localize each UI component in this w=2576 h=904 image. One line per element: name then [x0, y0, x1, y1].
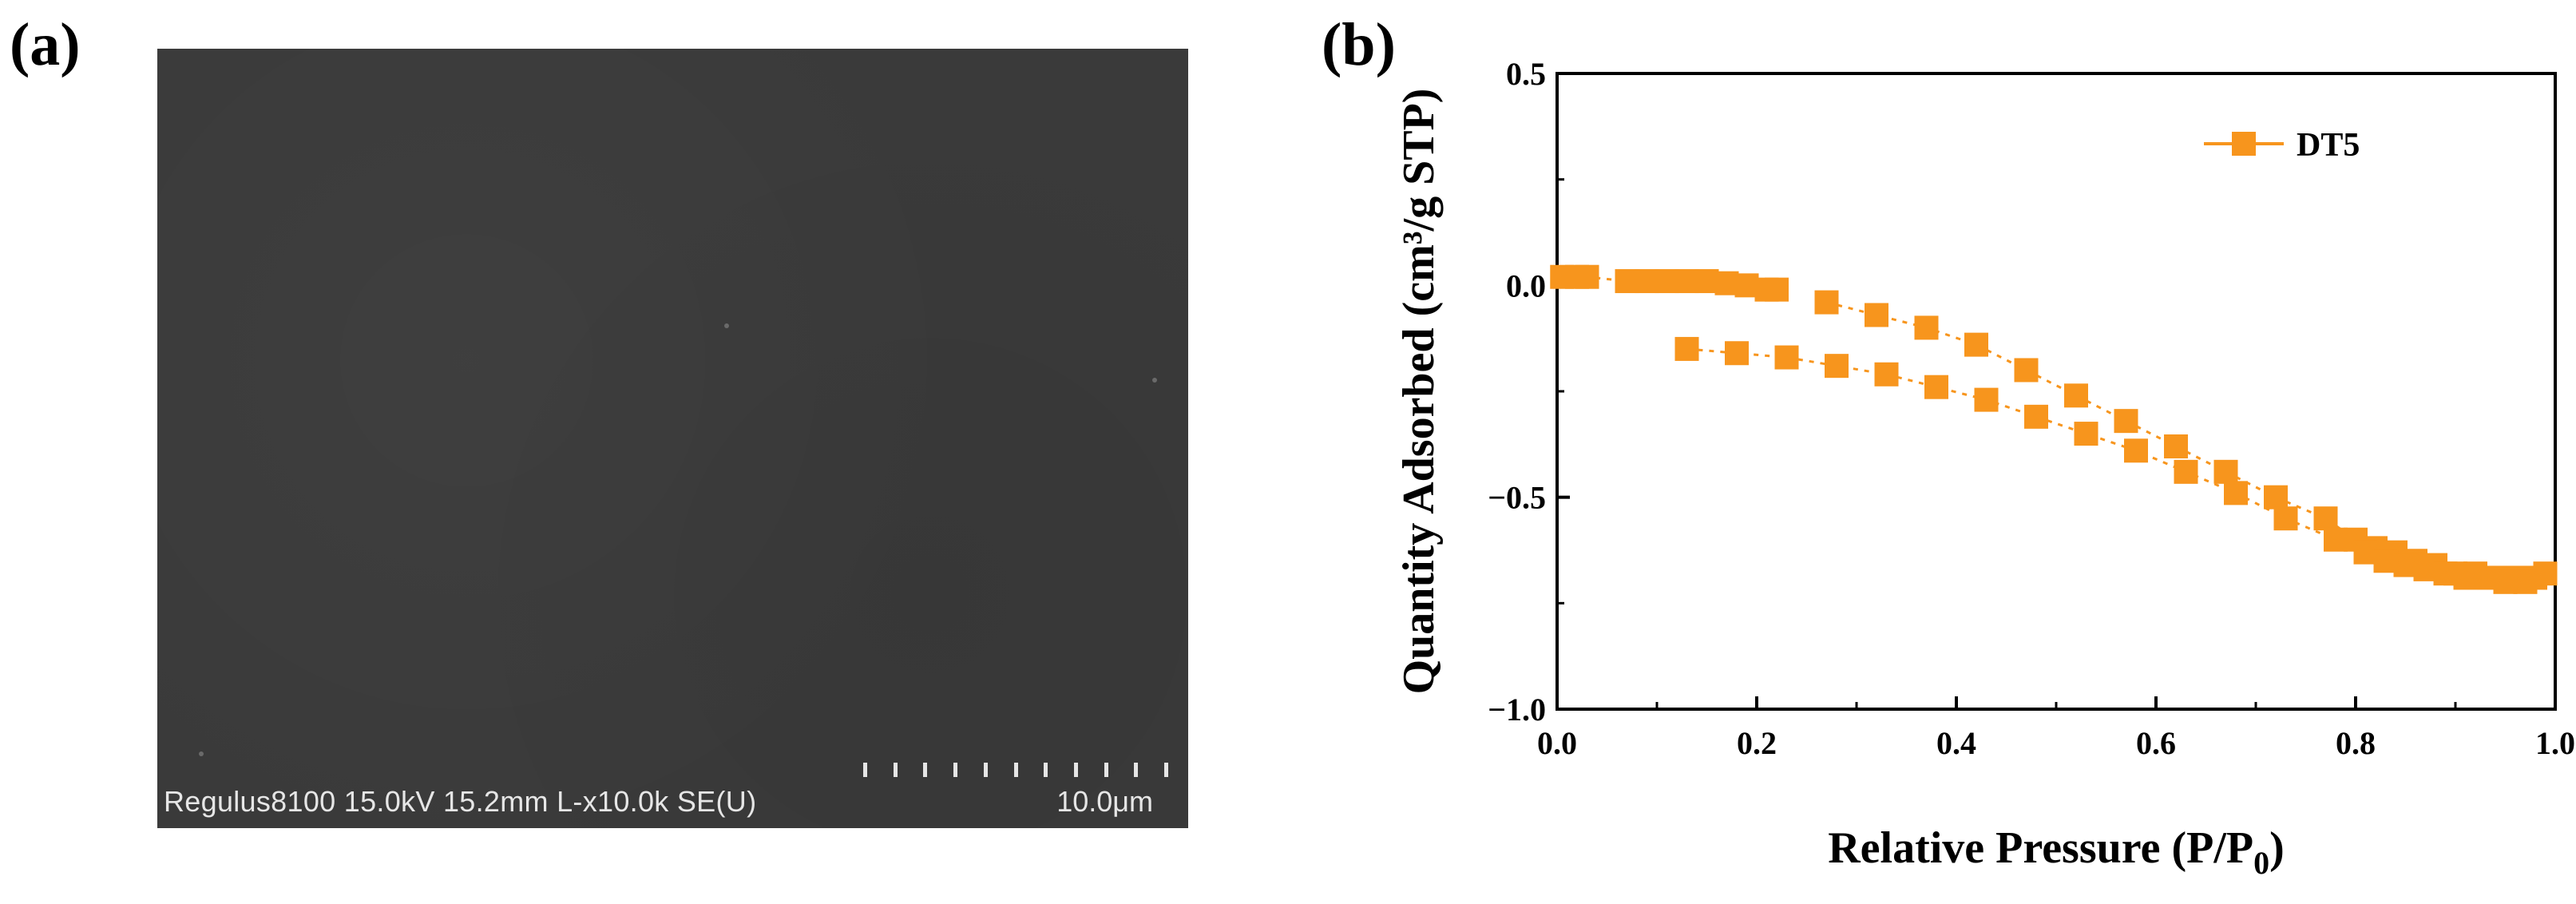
data-point [2064, 383, 2088, 408]
x-tick-label: 0.4 [1936, 725, 1976, 761]
isotherm-chart: 0.0 0.2 0.4 0.6 0.8 1.0 −1.0 −0.5 0.0 0.5 DT5 Rel… [1394, 56, 2575, 881]
data-point [1674, 336, 1699, 361]
panel-b-label: (b) [1322, 11, 1396, 78]
x-tick-label: 0.8 [2336, 725, 2376, 761]
chart-ticks: 0.0 0.2 0.4 0.6 0.8 1.0 −1.0 −0.5 0.0 0.5 [1488, 56, 2575, 761]
y-tick-label: 0.0 [1506, 268, 1546, 303]
plot-frame [1556, 72, 2557, 711]
y-tick-label: −0.5 [1488, 480, 1546, 516]
sem-micrograph: Regulus8100 15.0kV 15.2mm L-x10.0k SE(U)… [157, 49, 1188, 828]
data-point [2124, 438, 2148, 463]
data-point [2513, 569, 2538, 594]
y-tick-label: −1.0 [1488, 692, 1546, 728]
scale-bar-tick [863, 763, 867, 777]
data-point [2164, 434, 2188, 458]
x-tick-label: 0.2 [1737, 725, 1777, 761]
legend-label: DT5 [2297, 127, 2360, 164]
data-point [1924, 375, 1948, 399]
data-point [1964, 332, 1988, 357]
sem-metadata: Regulus8100 15.0kV 15.2mm L-x10.0k SE(U) [164, 785, 757, 818]
y-axis-title: Quantity Adsorbed (cm³/g STP) [1394, 89, 1444, 695]
chart-points [1550, 264, 2558, 594]
data-point [2273, 506, 2298, 531]
data-point [1865, 303, 1888, 327]
data-point [2174, 459, 2198, 484]
data-point [1575, 264, 1599, 289]
data-point [1914, 315, 1939, 340]
data-point [2014, 358, 2039, 383]
legend-marker [2232, 132, 2256, 156]
data-point [1725, 341, 1749, 366]
scale-bar-tick [1044, 763, 1048, 777]
surface-particle [1152, 378, 1157, 383]
scale-bar-tick [983, 763, 988, 777]
data-point [2024, 404, 2048, 429]
scale-bar-tick [1013, 763, 1018, 777]
scale-bar-tick [1164, 763, 1168, 777]
x-tick-label: 1.0 [2535, 725, 2575, 761]
data-point [1765, 277, 1789, 302]
scale-bar-tick [893, 763, 898, 777]
scale-bar-tick [953, 763, 958, 777]
y-tick-label: 0.5 [1506, 56, 1546, 92]
sem-info-bar: Regulus8100 15.0kV 15.2mm L-x10.0k SE(U)… [164, 763, 1182, 828]
scale-bar-tick [1134, 763, 1139, 777]
chart-axes [1556, 72, 2557, 711]
scale-bar-tick [1073, 763, 1078, 777]
chart-legend: DT5 [2204, 127, 2360, 164]
x-tick-label: 0.0 [1537, 725, 1577, 761]
data-point [2074, 422, 2098, 446]
data-point [1825, 354, 1849, 379]
scale-bar-tick [923, 763, 928, 777]
data-point [2224, 481, 2248, 506]
scale-bar-label: 10.0μm [1056, 785, 1153, 818]
panel-a-label: (a) [10, 11, 81, 78]
data-point [2264, 485, 2288, 509]
x-axis-title: Relative Pressure (P/P0) [1828, 823, 2285, 881]
data-point [2114, 409, 2138, 434]
data-point [2313, 506, 2338, 531]
data-point [2324, 527, 2348, 552]
chart-lines [1562, 276, 2546, 584]
x-tick-label: 0.6 [2136, 725, 2176, 761]
scale-bar-tick [1104, 763, 1108, 777]
surface-particle [199, 751, 204, 756]
data-point [1874, 362, 1899, 387]
surface-particle [724, 323, 729, 328]
scale-bar [863, 763, 1168, 777]
data-point [1974, 387, 1999, 412]
data-point [1814, 290, 1839, 315]
data-point [2213, 459, 2238, 484]
data-point [1774, 345, 1799, 370]
